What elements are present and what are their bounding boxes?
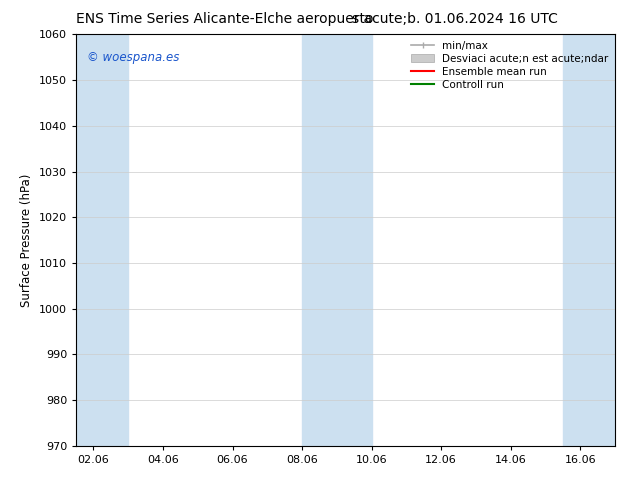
Text: s acute;b. 01.06.2024 16 UTC: s acute;b. 01.06.2024 16 UTC (352, 12, 558, 26)
Bar (76, 34, 128, 446)
Bar (302, 34, 372, 446)
Y-axis label: Surface Pressure (hPa): Surface Pressure (hPa) (20, 173, 34, 307)
Text: ENS Time Series Alicante-Elche aeropuerto: ENS Time Series Alicante-Elche aeropuert… (76, 12, 373, 26)
Bar (563, 34, 615, 446)
Text: © woespana.es: © woespana.es (87, 51, 179, 64)
Legend: min/max, Desviaci acute;n est acute;ndar, Ensemble mean run, Controll run: min/max, Desviaci acute;n est acute;ndar… (407, 36, 613, 94)
